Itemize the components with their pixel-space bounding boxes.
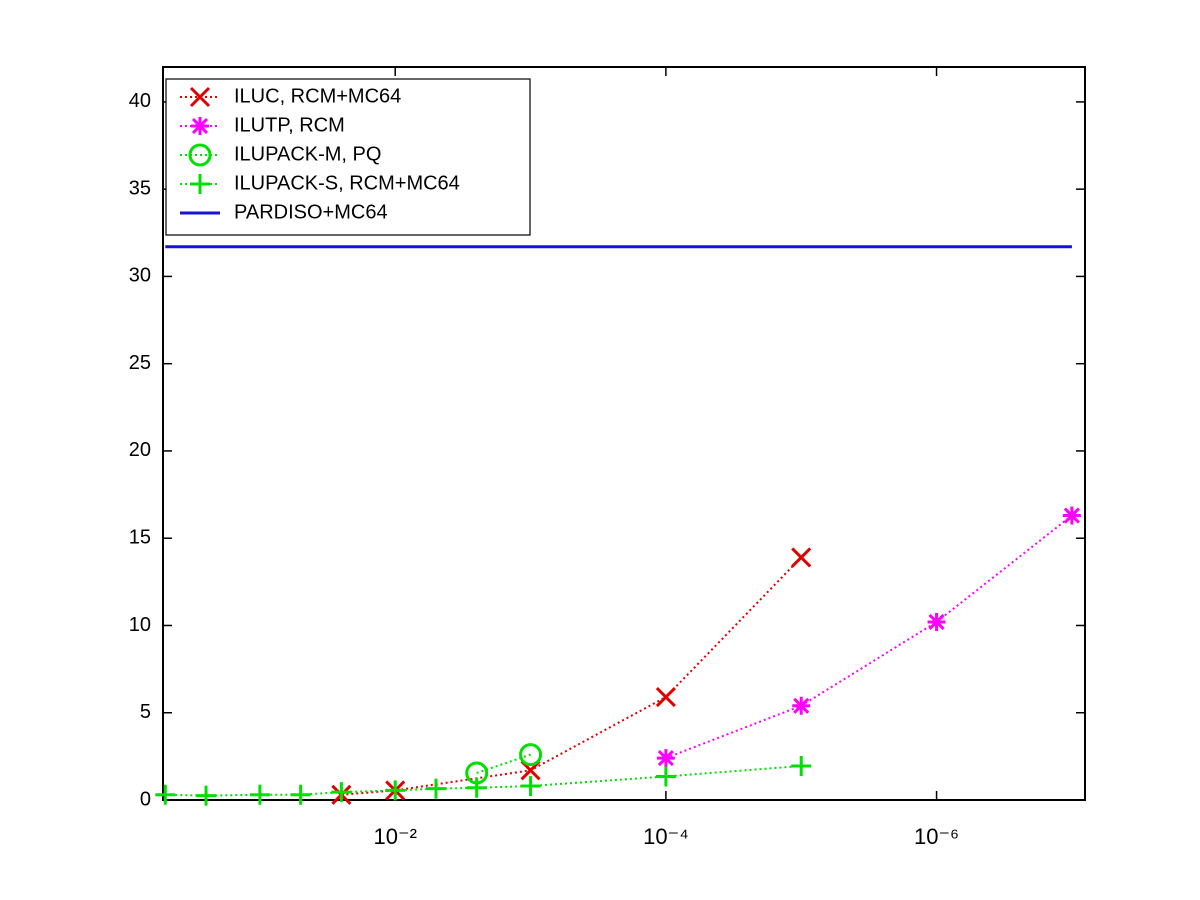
legend-label: PARDISO+MC64 bbox=[234, 201, 388, 223]
y-tick-label: 5 bbox=[140, 701, 151, 723]
y-tick-label: 25 bbox=[129, 352, 151, 374]
y-tick-label: 40 bbox=[129, 90, 151, 112]
marker-part bbox=[791, 547, 812, 568]
marker bbox=[655, 686, 676, 708]
marker bbox=[927, 612, 946, 631]
marker-part bbox=[188, 143, 212, 167]
marker bbox=[656, 749, 675, 768]
marker bbox=[791, 755, 812, 776]
y-tick-label: 0 bbox=[140, 788, 151, 810]
marker bbox=[655, 766, 676, 787]
marker bbox=[290, 784, 311, 805]
marker bbox=[249, 784, 270, 805]
legend-label: ILUPACK-M, PQ bbox=[234, 143, 381, 165]
marker-part bbox=[928, 613, 945, 631]
legend-marker bbox=[188, 143, 212, 167]
marker bbox=[331, 782, 352, 803]
marker-part bbox=[189, 86, 211, 108]
y-tick-label: 20 bbox=[129, 439, 151, 461]
y-tick-label: 10 bbox=[129, 614, 151, 636]
legend-marker bbox=[191, 117, 209, 135]
marker bbox=[792, 696, 811, 715]
marker-part bbox=[519, 743, 543, 767]
legend-label: ILUPACK-S, RCM+MC64 bbox=[234, 172, 460, 194]
y-tick-label: 15 bbox=[129, 526, 151, 548]
x-tick-label: 10⁻⁶ bbox=[914, 824, 959, 849]
legend-marker bbox=[190, 174, 210, 194]
legend-box bbox=[165, 78, 531, 236]
marker bbox=[196, 785, 217, 806]
marker-part bbox=[657, 750, 674, 767]
marker bbox=[385, 780, 406, 801]
x-tick-label: 10⁻² bbox=[374, 824, 417, 849]
series-line bbox=[665, 514, 1073, 760]
legend-label: ILUTP, RCM bbox=[234, 114, 345, 136]
marker-part bbox=[793, 697, 810, 714]
marker-part bbox=[1063, 507, 1080, 524]
marker bbox=[519, 743, 543, 767]
marker-part bbox=[655, 686, 676, 708]
marker bbox=[520, 776, 541, 797]
marker bbox=[425, 778, 446, 799]
legend-label: ILUC, RCM+MC64 bbox=[234, 85, 401, 107]
y-tick-label: 35 bbox=[129, 177, 151, 199]
marker bbox=[791, 547, 812, 568]
marker bbox=[466, 777, 487, 798]
x-tick-label: 10⁻⁴ bbox=[643, 824, 689, 849]
marker-part bbox=[191, 117, 209, 135]
marker bbox=[1062, 506, 1081, 525]
legend-marker bbox=[189, 86, 211, 108]
y-tick-label: 30 bbox=[129, 265, 151, 287]
marker bbox=[155, 784, 176, 805]
